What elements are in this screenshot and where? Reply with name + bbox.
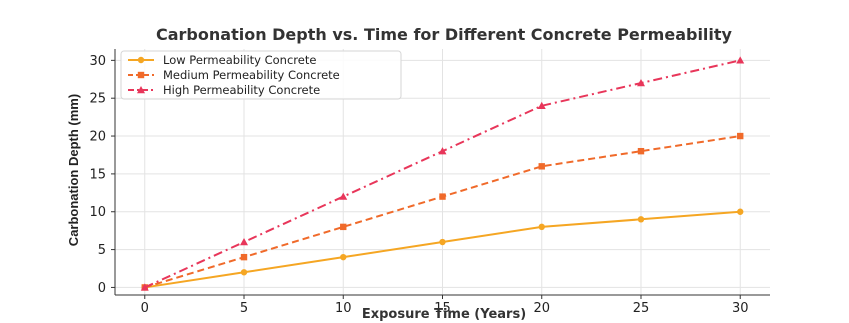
series-layer [140, 56, 745, 291]
data-point [439, 238, 446, 246]
data-point [339, 192, 348, 200]
x-axis-label: Exposure Time (Years) [362, 307, 526, 322]
data-point [438, 147, 447, 155]
data-point [737, 208, 744, 215]
legend-box [120, 50, 402, 100]
legend-marker [137, 71, 145, 79]
y-tick-label: 25 [89, 92, 106, 107]
axes: 0 5 10 15 20 25 30 0 5 10 15 20 25 30 [89, 49, 770, 316]
data-point [637, 216, 645, 223]
legend-label: High Permeability Concrete [163, 83, 320, 97]
data-point [340, 253, 347, 261]
x-tick-label: 20 [533, 301, 550, 316]
legend-item: Low Permeability Concrete [128, 53, 316, 67]
data-point [439, 193, 446, 200]
x-tick-label: 15 [434, 301, 451, 316]
data-point [240, 238, 249, 246]
data-point [736, 56, 745, 64]
x-tick-label: 5 [240, 301, 248, 316]
data-point [636, 79, 645, 87]
y-tick-label: 10 [89, 205, 106, 220]
legend-marker [137, 56, 145, 64]
y-tick-label: 15 [89, 167, 106, 182]
series-3 [140, 56, 745, 291]
data-point [140, 283, 149, 291]
x-tick-label: 30 [732, 301, 749, 316]
x-tick-label: 25 [633, 301, 650, 316]
legend-item: Medium Permeability Concrete [128, 68, 340, 82]
data-point [538, 223, 545, 231]
y-axis-label: Carbonation Depth (mm) [66, 94, 81, 246]
data-point [340, 223, 347, 231]
data-point [240, 253, 248, 261]
y-tick-label: 30 [89, 54, 106, 69]
y-tick-label: 0 [98, 281, 106, 296]
data-point [637, 147, 645, 155]
data-point [538, 163, 545, 170]
data-point [537, 101, 546, 109]
legend-label: Medium Permeability Concrete [163, 68, 340, 82]
data-point [737, 132, 744, 140]
chart-title: Carbonation Depth vs. Time for Different… [156, 25, 733, 44]
x-tick-label: 0 [141, 301, 149, 316]
y-tick-label: 5 [98, 243, 106, 258]
y-tick-label: 20 [89, 130, 106, 145]
legend-marker [137, 86, 145, 94]
legend-label: Low Permeability Concrete [163, 53, 316, 67]
data-point [240, 269, 248, 276]
x-tick-label: 10 [335, 301, 352, 316]
legend-item: High Permeability Concrete [128, 83, 320, 97]
